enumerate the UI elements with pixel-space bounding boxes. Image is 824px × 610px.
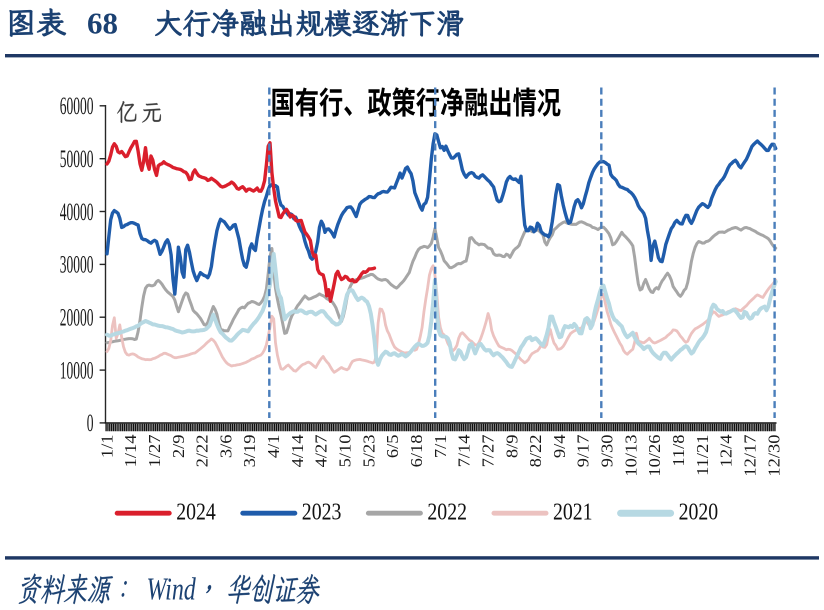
- svg-text:9/17: 9/17: [574, 434, 593, 467]
- svg-text:2024: 2024: [176, 499, 216, 525]
- svg-text:50000: 50000: [60, 146, 94, 173]
- svg-text:40000: 40000: [60, 199, 94, 226]
- svg-text:12/17: 12/17: [740, 434, 759, 476]
- svg-text:10/13: 10/13: [621, 434, 640, 476]
- svg-text:2023: 2023: [302, 499, 342, 525]
- svg-text:4/14: 4/14: [288, 434, 307, 467]
- svg-text:30000: 30000: [60, 251, 94, 278]
- svg-text:7/27: 7/27: [478, 434, 497, 467]
- svg-text:8/9: 8/9: [502, 434, 521, 458]
- svg-text:6/5: 6/5: [383, 434, 402, 458]
- svg-text:6/18: 6/18: [407, 434, 426, 467]
- svg-text:20000: 20000: [60, 304, 94, 331]
- svg-text:3/6: 3/6: [216, 434, 235, 458]
- svg-text:60000: 60000: [60, 93, 94, 120]
- svg-text:9/4: 9/4: [550, 434, 569, 458]
- svg-text:9/30: 9/30: [597, 434, 616, 467]
- svg-text:1/1: 1/1: [97, 435, 116, 459]
- svg-text:10000: 10000: [60, 357, 94, 384]
- svg-text:1/27: 1/27: [145, 434, 164, 467]
- svg-text:12/4: 12/4: [717, 434, 736, 467]
- svg-text:2/22: 2/22: [193, 435, 212, 468]
- svg-text:5/23: 5/23: [359, 434, 378, 467]
- svg-text:68: 68: [87, 6, 118, 41]
- svg-text:4/1: 4/1: [264, 435, 283, 459]
- svg-text:7/1: 7/1: [431, 435, 450, 459]
- svg-text:2/9: 2/9: [169, 434, 188, 458]
- svg-text:Wind: Wind: [147, 572, 197, 607]
- svg-text:2021: 2021: [553, 499, 593, 525]
- svg-text:1/14: 1/14: [121, 434, 140, 467]
- svg-text:5/10: 5/10: [335, 434, 354, 467]
- svg-text:2022: 2022: [427, 499, 467, 525]
- svg-text:4/27: 4/27: [312, 434, 331, 467]
- svg-text:11/21: 11/21: [693, 435, 712, 476]
- svg-text:2020: 2020: [679, 499, 719, 525]
- svg-text:0: 0: [87, 410, 94, 437]
- svg-text:10/26: 10/26: [645, 434, 664, 476]
- svg-text:3/19: 3/19: [240, 434, 259, 467]
- svg-text:7/14: 7/14: [455, 434, 474, 467]
- svg-text:8/22: 8/22: [526, 435, 545, 468]
- svg-text:12/30: 12/30: [764, 434, 783, 476]
- svg-text:11/8: 11/8: [669, 434, 688, 466]
